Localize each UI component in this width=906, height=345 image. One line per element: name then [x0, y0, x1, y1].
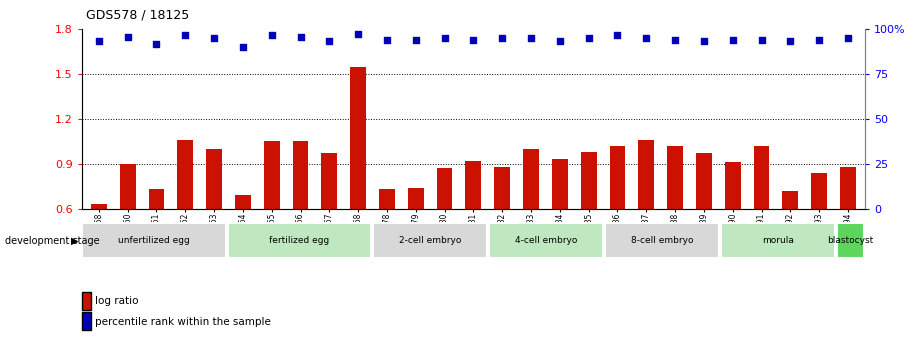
- Point: [755, 37, 769, 42]
- Bar: [552, 159, 568, 209]
- Bar: [754, 146, 769, 209]
- Bar: [610, 146, 625, 209]
- Bar: [667, 146, 683, 209]
- Point: [294, 34, 308, 40]
- Bar: [351, 67, 366, 209]
- Bar: [437, 168, 452, 209]
- Point: [611, 32, 625, 38]
- Bar: [322, 154, 337, 209]
- Bar: [120, 164, 136, 209]
- Point: [582, 36, 596, 41]
- Point: [236, 45, 250, 50]
- Bar: [466, 161, 481, 209]
- Point: [207, 36, 221, 41]
- Point: [726, 37, 740, 42]
- Bar: [488, 223, 603, 258]
- Bar: [235, 195, 251, 209]
- Bar: [178, 140, 193, 209]
- Point: [668, 37, 682, 42]
- Point: [553, 39, 567, 44]
- Bar: [149, 189, 164, 209]
- Bar: [639, 140, 654, 209]
- Bar: [581, 152, 596, 209]
- Bar: [721, 223, 835, 258]
- Bar: [408, 188, 424, 209]
- Point: [812, 37, 826, 42]
- Point: [697, 39, 711, 44]
- Point: [92, 39, 106, 44]
- Text: 8-cell embryo: 8-cell embryo: [631, 236, 693, 245]
- Text: fertilized egg: fertilized egg: [269, 236, 330, 245]
- Text: log ratio: log ratio: [95, 296, 139, 306]
- Bar: [293, 141, 308, 209]
- Bar: [840, 167, 856, 209]
- Point: [466, 37, 480, 42]
- Point: [265, 32, 279, 38]
- Bar: [696, 154, 712, 209]
- Bar: [264, 141, 280, 209]
- Text: development stage: development stage: [5, 236, 99, 246]
- Text: morula: morula: [762, 236, 794, 245]
- Text: percentile rank within the sample: percentile rank within the sample: [95, 317, 271, 327]
- Point: [120, 34, 135, 40]
- Point: [495, 36, 509, 41]
- Point: [351, 31, 365, 37]
- Point: [409, 37, 423, 42]
- Bar: [227, 223, 371, 258]
- Point: [322, 39, 336, 44]
- Point: [438, 36, 452, 41]
- Point: [524, 36, 538, 41]
- Point: [783, 39, 797, 44]
- Text: blastocyst: blastocyst: [827, 236, 874, 245]
- Point: [178, 32, 192, 38]
- Bar: [837, 223, 864, 258]
- Text: ▶: ▶: [72, 236, 79, 246]
- Bar: [207, 149, 222, 209]
- Bar: [372, 223, 487, 258]
- Bar: [783, 191, 798, 209]
- Point: [380, 37, 394, 42]
- Bar: [523, 149, 539, 209]
- Bar: [91, 204, 107, 209]
- Bar: [82, 223, 226, 258]
- Bar: [725, 162, 740, 209]
- Bar: [379, 189, 395, 209]
- Bar: [811, 173, 827, 209]
- Bar: [605, 223, 719, 258]
- Text: 4-cell embryo: 4-cell embryo: [515, 236, 577, 245]
- Point: [841, 36, 855, 41]
- Text: GDS578 / 18125: GDS578 / 18125: [86, 9, 189, 22]
- Text: 2-cell embryo: 2-cell embryo: [399, 236, 461, 245]
- Text: unfertilized egg: unfertilized egg: [118, 236, 190, 245]
- Bar: [495, 167, 510, 209]
- Point: [639, 36, 653, 41]
- Point: [149, 41, 164, 47]
